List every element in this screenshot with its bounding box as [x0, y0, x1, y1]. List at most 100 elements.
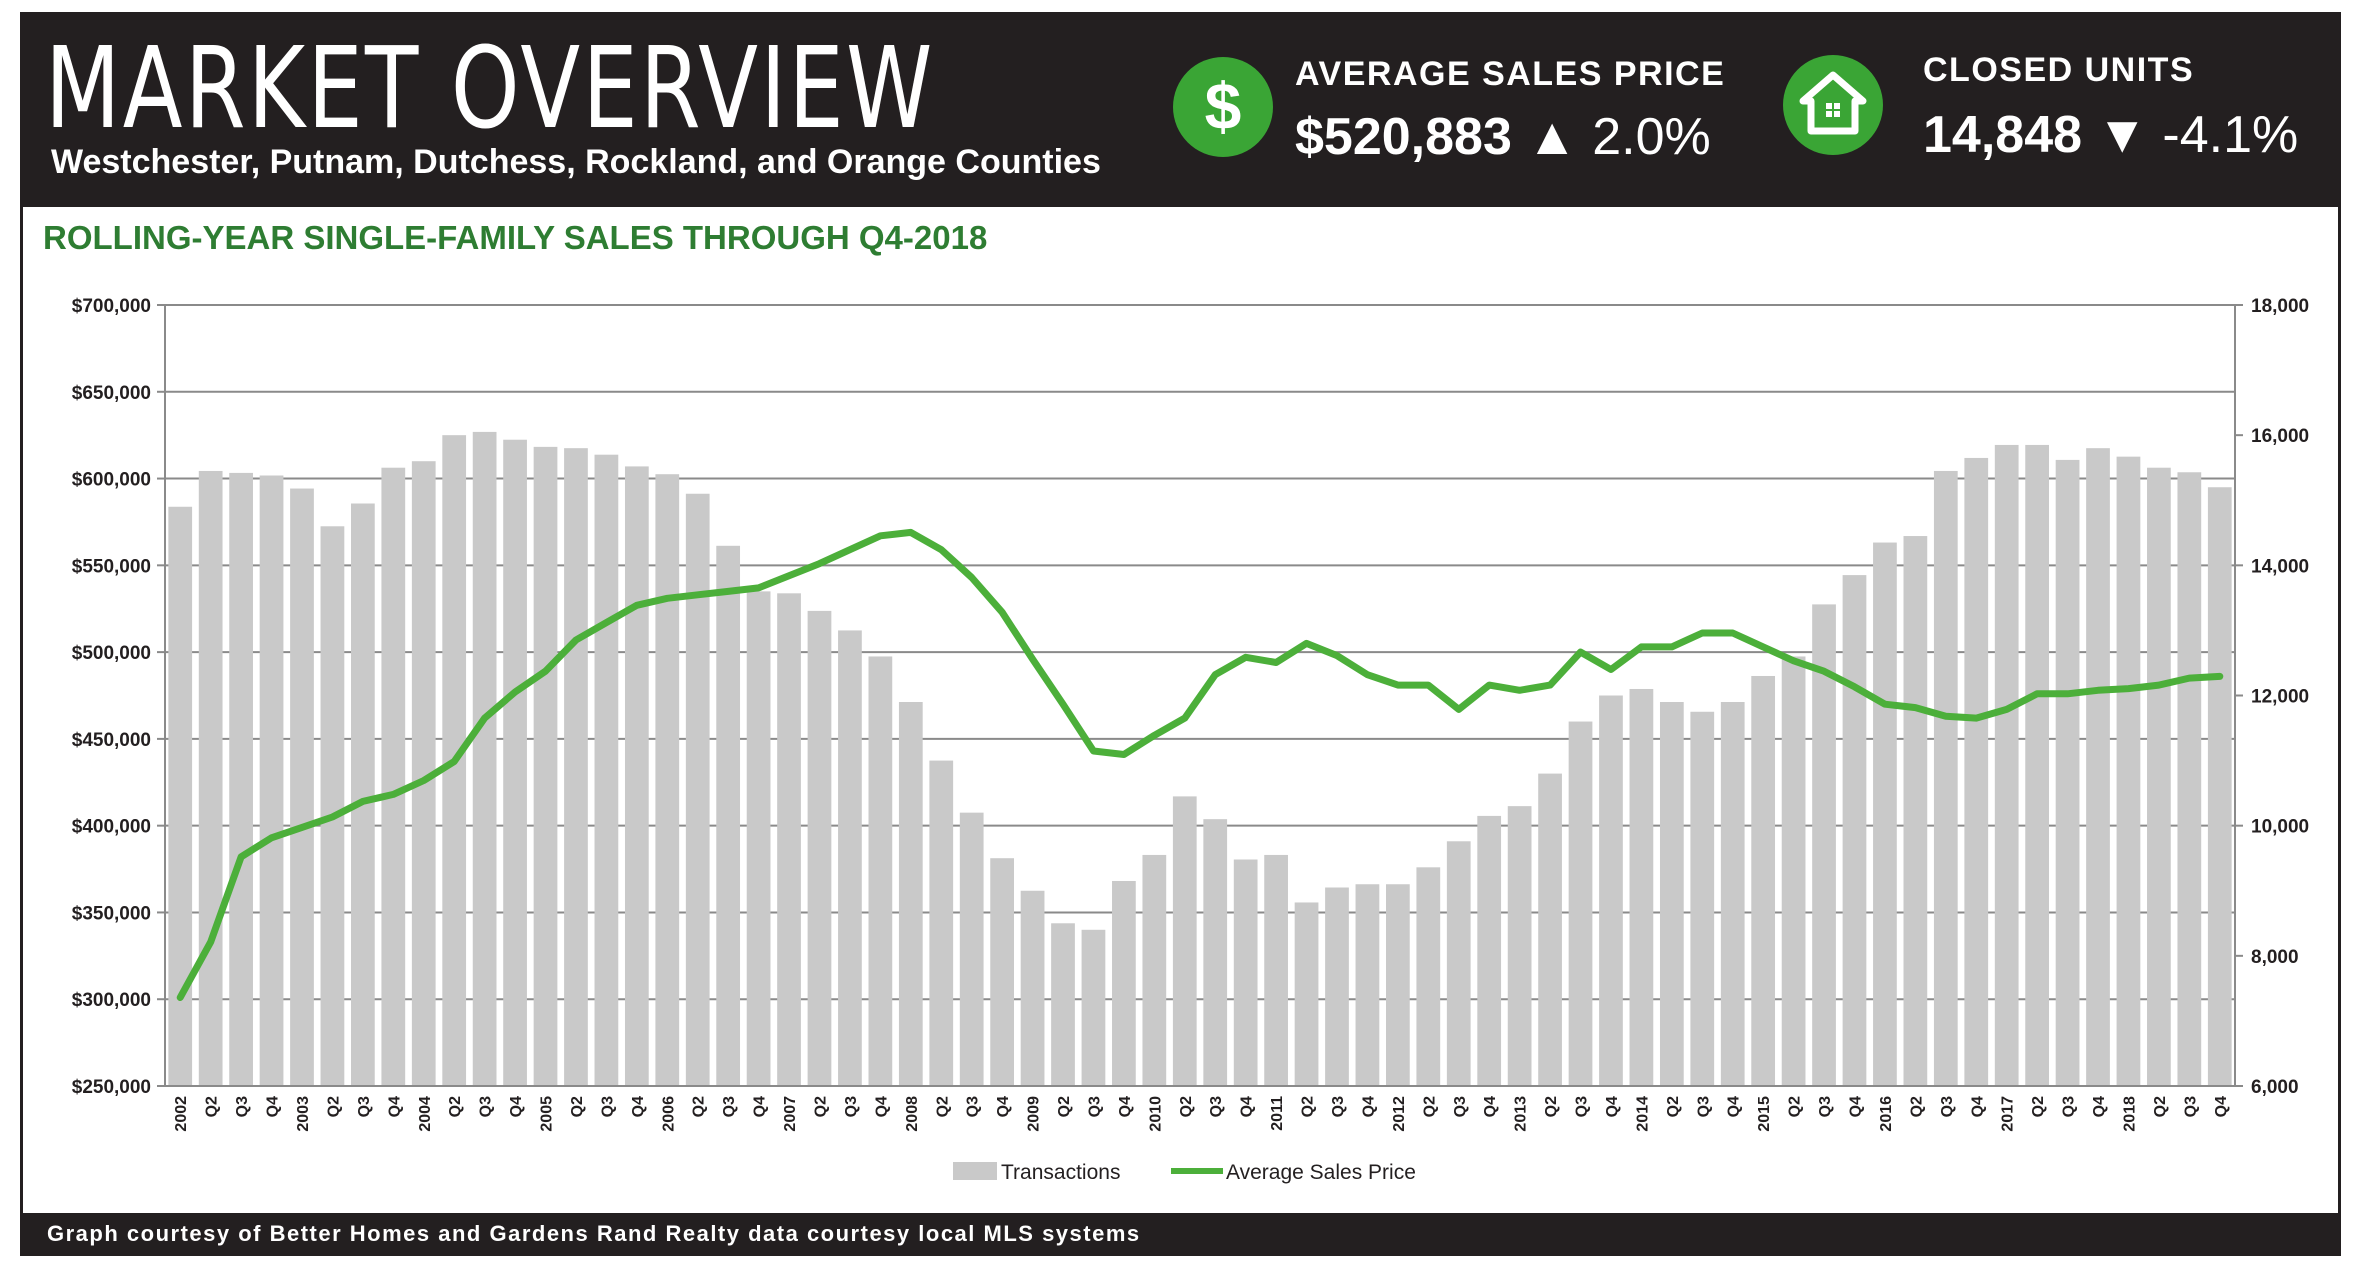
up-arrow-icon: ▲ — [1526, 108, 1578, 166]
average-sales-price-stat: $520,883 ▲ 2.0% — [1295, 107, 1711, 167]
x-tick-label: Q2 — [1908, 1096, 1925, 1117]
left-tick-label: $350,000 — [72, 903, 151, 924]
transactions-bar — [411, 461, 436, 1086]
right-tick-label: 14,000 — [2251, 556, 2309, 577]
x-tick-label: Q2 — [813, 1096, 830, 1117]
x-tick-label: 2004 — [417, 1096, 434, 1132]
x-tick-label: Q2 — [2030, 1096, 2047, 1117]
x-tick-label: Q4 — [2213, 1096, 2230, 1117]
x-tick-label: Q3 — [1208, 1096, 1225, 1117]
average-sales-price-value: $520,883 — [1295, 108, 1512, 166]
x-tick-label: Q3 — [1695, 1096, 1712, 1117]
transactions-bar — [1842, 575, 1867, 1086]
transactions-bar — [1629, 688, 1654, 1086]
x-tick-label: Q2 — [2152, 1096, 2169, 1117]
average-sales-price-label: AVERAGE SALES PRICE — [1295, 55, 1726, 93]
x-tick-label: Q3 — [1817, 1096, 1834, 1117]
x-tick-label: 2005 — [539, 1096, 556, 1132]
x-tick-label: Q4 — [630, 1096, 647, 1117]
transactions-bar — [1994, 444, 2019, 1086]
transactions-bar — [838, 630, 862, 1086]
x-tick-label: Q3 — [965, 1096, 982, 1117]
x-tick-label: Q4 — [265, 1096, 282, 1117]
x-tick-label: Q2 — [1787, 1096, 1804, 1117]
transactions-bar — [564, 448, 588, 1086]
sales-chart: $250,000 $300,000 $350,000 $400,000 $450,000… — [72, 296, 2309, 1184]
legend-label-transactions: Transactions — [1001, 1161, 1120, 1184]
transactions-bar — [533, 446, 558, 1086]
page-title: MARKET OVERVIEW — [45, 24, 935, 154]
x-tick-label: Q4 — [1117, 1096, 1134, 1117]
transactions-bar — [1112, 880, 1136, 1086]
market-overview-panel: MARKET OVERVIEW Westchester, Putnam, Dut… — [20, 12, 2341, 1256]
right-tick-label: 16,000 — [2251, 426, 2309, 447]
transactions-bar — [1933, 470, 1958, 1086]
footer-bar: Graph courtesy of Better Homes and Garde… — [23, 1213, 2338, 1253]
x-tick-label: 2014 — [1634, 1096, 1651, 1132]
x-tick-label: Q2 — [325, 1096, 342, 1117]
transactions-bar — [1720, 702, 1745, 1086]
x-tick-label: Q2 — [1300, 1096, 1317, 1117]
transactions-bar — [2207, 487, 2232, 1086]
transactions-bar — [1507, 806, 1532, 1086]
transactions-bar — [1294, 902, 1319, 1086]
transactions-bar — [503, 439, 527, 1086]
x-tick-label: Q4 — [1482, 1096, 1499, 1117]
transactions-bar — [1812, 604, 1836, 1086]
transactions-bar — [1659, 702, 1684, 1086]
right-tick-label: 8,000 — [2251, 947, 2299, 968]
transactions-bar — [168, 506, 193, 1087]
transactions-bar — [868, 656, 893, 1086]
left-axis-ticks: $250,000 $300,000 $350,000 $400,000 $450,000… — [72, 296, 165, 1098]
x-tick-label: 2006 — [660, 1096, 677, 1132]
transactions-bar — [1385, 884, 1410, 1086]
x-tick-label: Q2 — [1543, 1096, 1560, 1117]
transactions-bar — [472, 431, 497, 1087]
x-tick-label: Q4 — [1969, 1096, 1986, 1117]
transactions-bar — [624, 466, 649, 1086]
transactions-bar — [777, 593, 801, 1086]
x-tick-label: Q2 — [447, 1096, 464, 1117]
transactions-bar — [1568, 721, 1593, 1086]
x-tick-label: Q2 — [691, 1096, 708, 1117]
x-tick-label: Q2 — [569, 1096, 586, 1117]
left-tick-label: $500,000 — [72, 643, 151, 664]
x-tick-label: Q3 — [1939, 1096, 1956, 1117]
header-bar: MARKET OVERVIEW Westchester, Putnam, Dut… — [23, 15, 2338, 207]
transactions-bar — [1690, 711, 1715, 1086]
left-tick-label: $700,000 — [72, 296, 151, 317]
transactions-bar — [2086, 448, 2110, 1086]
x-tick-label: Q2 — [1178, 1096, 1195, 1117]
chart-legend: Transactions Average Sales Price — [953, 1161, 1416, 1184]
x-tick-label: Q3 — [478, 1096, 495, 1117]
transactions-bar — [959, 812, 984, 1086]
x-tick-label: 2018 — [2122, 1096, 2139, 1132]
transactions-bar — [1355, 884, 1380, 1086]
transactions-bar — [1781, 656, 1806, 1086]
left-tick-label: $550,000 — [72, 556, 151, 577]
x-tick-label: Q4 — [995, 1096, 1012, 1117]
svg-text:$: $ — [1205, 69, 1242, 143]
transactions-bar — [2147, 467, 2171, 1086]
transactions-bar — [1051, 923, 1075, 1086]
x-tick-label: Q4 — [1848, 1096, 1865, 1117]
right-tick-label: 10,000 — [2251, 817, 2309, 838]
transactions-bar — [990, 858, 1015, 1086]
x-tick-label: 2011 — [1269, 1096, 1286, 1131]
x-tick-label: 2007 — [782, 1096, 799, 1132]
transactions-bar — [381, 467, 406, 1086]
transactions-bar — [350, 503, 375, 1087]
x-tick-label: Q3 — [721, 1096, 738, 1117]
transactions-bar — [1325, 887, 1349, 1086]
x-axis-ticks: 2002 Q2 Q3 Q4 2003 Q2 Q3 Q4 2004 Q2 Q3 Q4 2005 Q2 Q3 Q4… — [173, 1096, 2230, 1132]
right-tick-label: 18,000 — [2251, 296, 2309, 317]
transactions-bar — [1964, 457, 1989, 1087]
x-tick-label: Q3 — [1452, 1096, 1469, 1117]
transactions-bar — [594, 454, 619, 1087]
price-line-layer — [176, 528, 2224, 1001]
left-tick-label: $450,000 — [72, 730, 151, 751]
transactions-bar — [2055, 459, 2080, 1087]
x-tick-label: Q2 — [1665, 1096, 1682, 1117]
transactions-bars — [168, 431, 2232, 1087]
right-axis-ticks: 6,000 8,000 10,000 12,000 14,000 16,000 18,000 — [2235, 296, 2309, 1098]
